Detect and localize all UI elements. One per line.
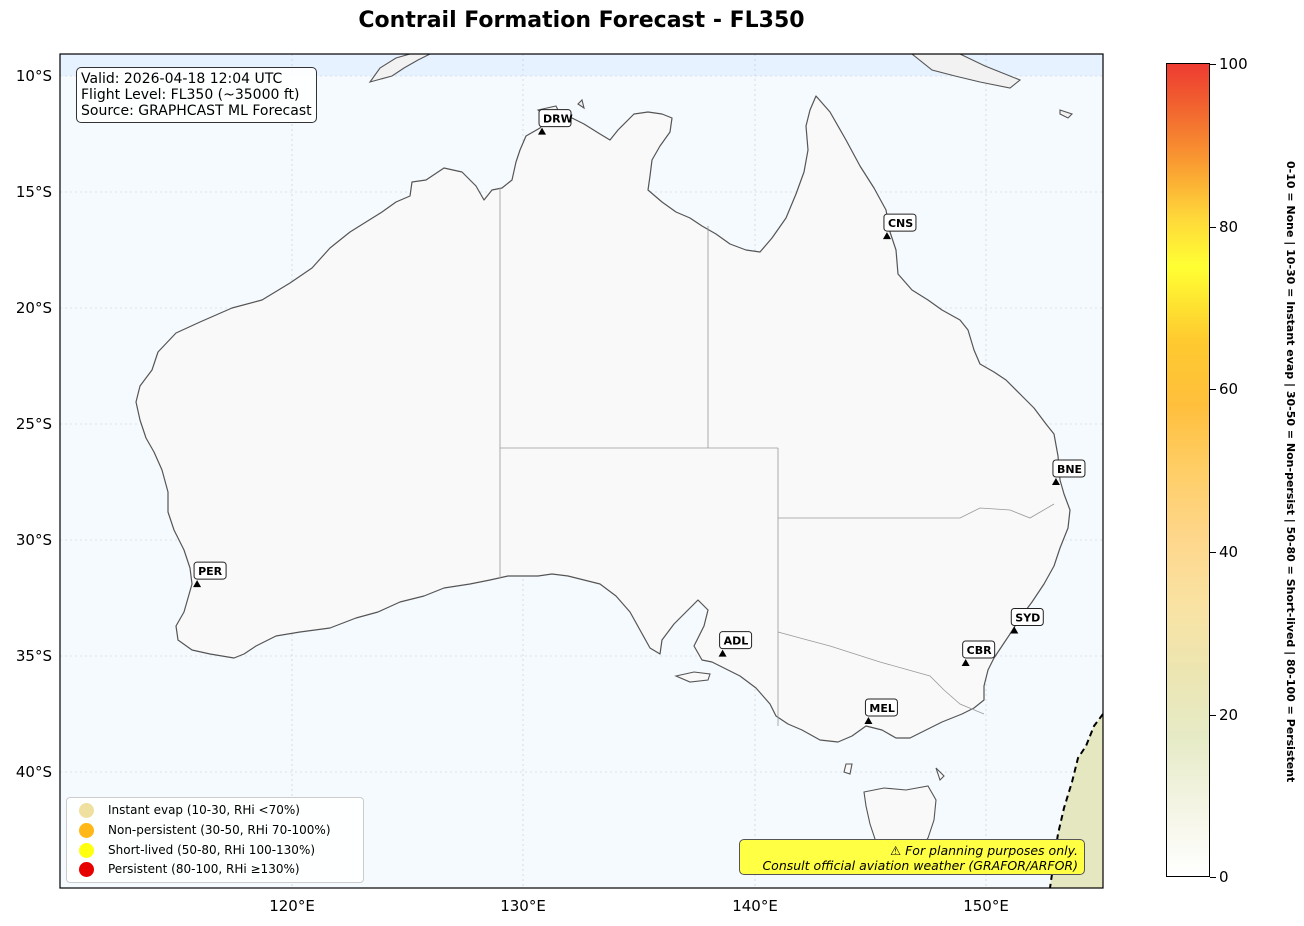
legend-dot-icon [79,842,94,858]
kangaroo-island [674,671,711,683]
australia-mainland [135,95,1071,743]
lat-tick-label: 25°S [16,415,52,433]
airport-icon [882,232,891,240]
city-label: BNE [1057,463,1082,476]
lat-tick-label: 15°S [16,183,52,201]
lat-tick-label: 10°S [16,67,52,85]
disclaimer-box: ⚠ For planning purposes only. Consult of… [739,839,1085,875]
city-marker-bne[interactable]: BNE [1051,459,1086,485]
colorbar-tick [1210,877,1216,879]
city-marker-per[interactable]: PER [193,561,227,588]
city-label: SYD [1015,611,1040,624]
airport-icon [718,649,727,657]
city-label-box [1010,607,1044,626]
new-guinea-coast [368,54,431,83]
state-borders [499,188,1055,726]
colorbar-tick [1210,715,1216,717]
disclaimer-line-2: Consult official aviation weather (GRAFO… [762,858,1078,873]
lat-tick-label: 30°S [16,531,52,549]
legend-label: Persistent (80-100, RHi ≥130%) [108,862,300,876]
city-marker-adl[interactable]: ADL [718,631,753,657]
info-box: Valid: 2026-04-18 12:04 UTC Flight Level… [76,67,317,123]
valid-time: Valid: 2026-04-18 12:04 UTC [81,71,283,87]
city-label-box [538,109,572,128]
colorbar-tick [1210,64,1216,66]
city-label: DRW [543,113,573,126]
colorbar-label: 0-10 = None | 10-30 = Instant evap | 30-… [1284,161,1297,783]
city-label: CNS [888,217,913,230]
city-marker-syd[interactable]: SYD [1010,607,1044,634]
city-marker-drw[interactable]: DRW [538,109,573,135]
map-frame [59,53,1104,889]
colorbar-tick [1210,552,1216,554]
legend-label: Short-lived (50-80, RHi 100-130%) [108,843,316,857]
airport-icon [538,127,547,135]
lat-tick-label: 20°S [16,299,52,317]
airport-icon [961,658,970,666]
colorbar-tick [1210,389,1216,391]
colorbar-tick [1210,227,1216,229]
city-marker-mel[interactable]: MEL [864,698,898,724]
colorbar-tick-label: 100 [1219,55,1248,73]
tas-islands [843,763,945,782]
lon-tick-label: 140°E [732,897,778,915]
top-band [60,54,1103,76]
lat-tick-label: 40°S [16,763,52,781]
city-label-box [719,631,753,650]
contrail-region-edge [1049,713,1103,888]
flight-level: Flight Level: FL350 (~35000 ft) [81,87,300,103]
city-label-box [1052,459,1086,478]
legend-dot-icon [79,861,94,877]
airport-icon [193,580,202,588]
lon-tick-label: 130°E [500,897,546,915]
chart-title: Contrail Formation Forecast - FL350 [358,8,805,33]
city-label: PER [198,565,223,578]
colorbar-tick-label: 60 [1219,380,1239,398]
airport-icon [864,716,873,724]
lon-tick-label: 120°E [269,897,315,915]
legend-dot-icon [79,822,94,838]
lat-tick-label: 35°S [16,647,52,665]
legend-label: Instant evap (10-30, RHi <70%) [108,803,300,817]
city-marker-cbr[interactable]: CBR [961,640,996,666]
papua-coast [911,54,1022,89]
latitude-labels: 10°S 15°S 20°S 25°S 30°S 35°S 40°S [16,67,52,781]
data-source: Source: GRAPHCAST ML Forecast [81,103,312,119]
city-layer: DRW CNS BNE PER ADL SYD CBR MEL [193,109,1086,724]
city-label-box [962,640,996,659]
legend: Instant evap (10-30, RHi <70%) Non-persi… [66,797,364,883]
city-label: CBR [967,644,992,657]
colorbar [1166,63,1210,877]
colorbar-tick-label: 20 [1219,706,1239,724]
airport-icon [1010,626,1019,634]
colorbar-tick-label: 80 [1219,218,1239,236]
legend-dot-icon [79,802,94,818]
city-label: MEL [869,702,894,715]
colorbar-tick-label: 40 [1219,543,1239,561]
legend-item: Persistent (80-100, RHi ≥130%) [79,859,300,879]
lon-tick-label: 150°E [963,897,1009,915]
disclaimer-line-1: ⚠ For planning purposes only. [890,843,1078,858]
airport-icon [1051,478,1060,485]
legend-item: Non-persistent (30-50, RHi 70-100%) [79,820,331,840]
city-marker-cns[interactable]: CNS [882,213,917,240]
city-label-box [864,698,898,717]
colorbar-tick-label: 0 [1219,868,1229,886]
city-label-box [193,561,227,580]
legend-item: Short-lived (50-80, RHi 100-130%) [79,840,315,860]
longitude-labels: 120°E 130°E 140°E 150°E [269,897,1009,915]
city-label-box [883,213,917,232]
legend-label: Non-persistent (30-50, RHi 70-100%) [108,823,331,837]
legend-item: Instant evap (10-30, RHi <70%) [79,800,300,820]
city-label: ADL [724,635,749,648]
